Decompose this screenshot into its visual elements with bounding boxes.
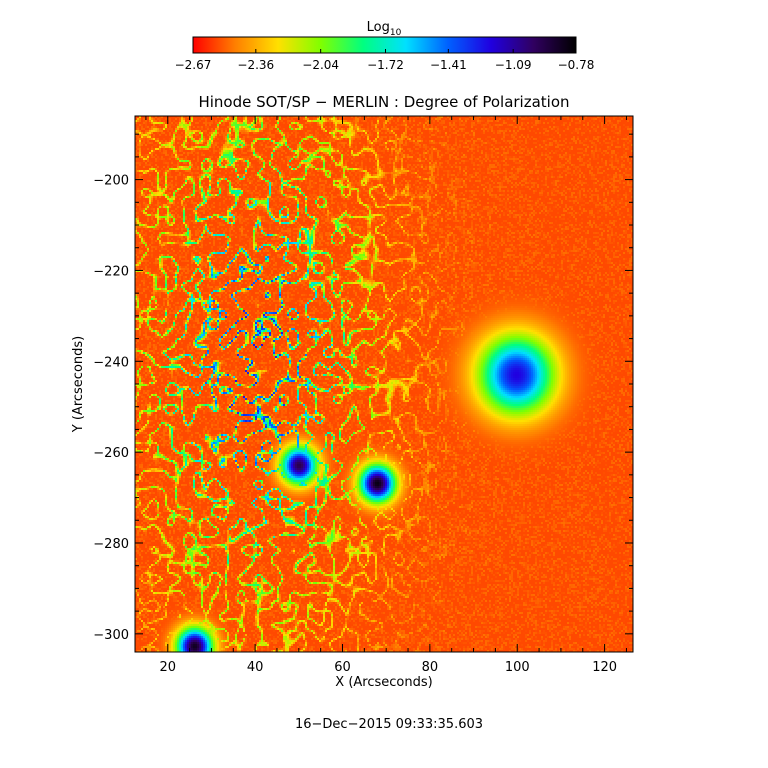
x-tick-label: 20 [159, 660, 176, 675]
y-axis: −200 −220 −240 −260 −280 −300 [93, 133, 633, 643]
colorbar-label-base: Log [367, 20, 390, 35]
x-axis: 20 40 60 80 100 120 [145, 116, 627, 675]
colorbar-tick-label: −2.04 [302, 58, 339, 72]
y-axis-label: Y (Arcseconds) [71, 336, 86, 433]
heatmap-image [135, 116, 633, 652]
colorbar-tick-label: −1.41 [430, 58, 467, 72]
colorbar-tick-label: −1.09 [495, 58, 532, 72]
y-tick-label: −300 [93, 628, 129, 643]
colorbar: Log10 −2.67 −2.36 −2.04 −1.72 −1.41 −1.09 −0.7… [175, 20, 595, 72]
chart-title: Hinode SOT/SP − MERLIN : Degree of Polar… [198, 93, 569, 111]
x-tick-label: 120 [592, 660, 617, 675]
y-tick-label: −240 [93, 355, 129, 370]
colorbar-label-subscript: 10 [390, 28, 402, 38]
colorbar-tick-label: −0.78 [558, 58, 595, 72]
x-tick-label: 40 [247, 660, 264, 675]
colorbar-label: Log10 [367, 20, 402, 38]
y-tick-label: −220 [93, 264, 129, 279]
y-tick-label: −260 [93, 446, 129, 461]
y-tick-label: −200 [93, 174, 129, 189]
colorbar-tick-label: −2.36 [237, 58, 274, 72]
colorbar-tick-label: −2.67 [175, 58, 212, 72]
x-tick-label: 60 [334, 660, 351, 675]
x-tick-label: 100 [505, 660, 530, 675]
timestamp: 16−Dec−2015 09:33:35.603 [295, 717, 483, 732]
plot-area: 20 40 60 80 100 120 −200 −220 −240 −260 −280 −300 [93, 115, 634, 675]
y-tick-label: −280 [93, 537, 129, 552]
colorbar-tick-label: −1.72 [367, 58, 404, 72]
colorbar-strip [192, 36, 577, 54]
x-axis-label: X (Arcseconds) [335, 675, 432, 690]
colorbar-ticks: −2.67 −2.36 −2.04 −1.72 −1.41 −1.09 −0.78 [175, 49, 595, 72]
x-tick-label: 80 [422, 660, 439, 675]
